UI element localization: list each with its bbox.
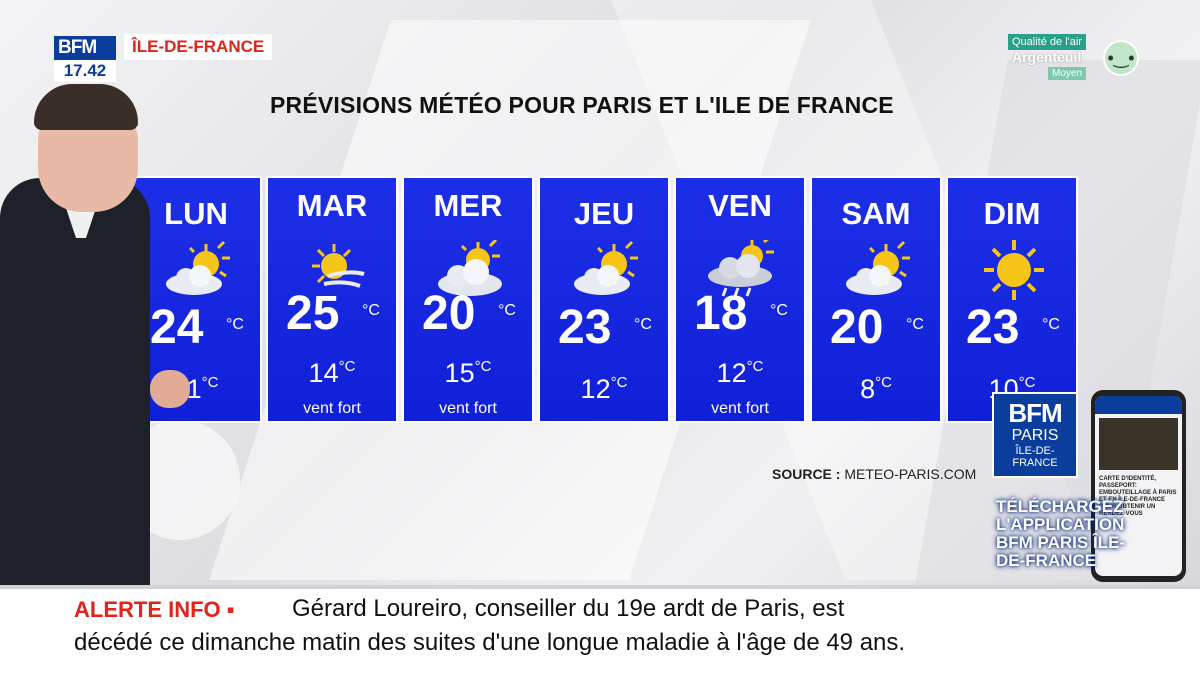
sun-behind-cloud-icon bbox=[574, 240, 638, 295]
app-promo: CARTE D'IDENTITÉ, PASSEPORT: EMBOUTEILLA… bbox=[988, 390, 1188, 585]
neutral-face-icon: •‿• bbox=[1103, 40, 1139, 76]
air-quality-label: Qualité de l'air bbox=[1008, 34, 1086, 50]
temperature-unit: °C bbox=[474, 358, 492, 375]
page-title: PRÉVISIONS MÉTÉO POUR PARIS ET L'ILE DE … bbox=[270, 92, 894, 118]
studio-background: BFM 17.42 ÎLE-DE-FRANCE Qualité de l'air… bbox=[0, 0, 1200, 585]
forecast-note: vent fort bbox=[711, 400, 769, 417]
presenter-suit bbox=[0, 178, 150, 585]
forecast-high: 18 bbox=[694, 287, 748, 340]
sun-icon bbox=[984, 240, 1044, 300]
forecast-card: DIM 23 °C 10°C bbox=[946, 176, 1078, 423]
forecast-low: 12 bbox=[580, 374, 611, 404]
phone-article-text: CARTE D'IDENTITÉ, PASSEPORT: EMBOUTEILLA… bbox=[1099, 476, 1177, 517]
forecast-low: 14 bbox=[308, 358, 339, 388]
cloud-sun-icon bbox=[438, 240, 502, 296]
phone-app-bar bbox=[1095, 396, 1182, 414]
forecast-note: vent fort bbox=[303, 400, 361, 417]
temperature-unit: °C bbox=[610, 374, 628, 391]
region-label: ÎLE-DE-FRANCE bbox=[124, 34, 273, 60]
temperature-unit: °C bbox=[201, 374, 219, 391]
bfm-paris-logo: BFM PARIS ÎLE-DE-FRANCE bbox=[992, 392, 1078, 478]
bfm-paris-logo-text: BFM bbox=[1008, 398, 1062, 428]
channel-logo-text: BFM bbox=[58, 37, 97, 58]
presenter-hand bbox=[150, 370, 190, 408]
alert-label: ALERTE INFO ▪ bbox=[74, 597, 235, 622]
ticker-line-2: décédé ce dimanche matin des suites d'un… bbox=[74, 629, 906, 656]
clock: 17.42 bbox=[54, 60, 116, 82]
temperature-unit: °C bbox=[338, 358, 356, 375]
forecast-high: 20 bbox=[422, 287, 476, 340]
forecast-high: 23 bbox=[558, 301, 612, 354]
rain-cloud-icon bbox=[708, 240, 774, 297]
download-app-text: TÉLÉCHARGEZ L'APPLICATION BFM PARIS ÎLE-… bbox=[996, 497, 1126, 570]
temperature-unit: °C bbox=[770, 302, 788, 319]
forecast-card: MER 20 °C 15°C vent fort bbox=[402, 176, 534, 423]
temperature-unit: °C bbox=[634, 316, 652, 333]
ticker-line-1: Gérard Loureiro, conseiller du 19e ardt … bbox=[292, 595, 845, 622]
channel-logo: BFM 17.42 bbox=[54, 36, 116, 82]
forecast-day: JEU bbox=[573, 196, 635, 231]
forecast-card: SAM 20 °C 8°C bbox=[810, 176, 942, 423]
forecast-card: MAR 25 °C 14°C vent fort bbox=[266, 176, 398, 423]
news-ticker: ALERTE INFO ▪ Gérard Loureiro, conseille… bbox=[0, 585, 1200, 675]
presenter bbox=[0, 80, 200, 585]
sun-wind-icon bbox=[312, 244, 365, 288]
forecast-note: vent fort bbox=[439, 400, 497, 417]
forecast-high: 24 bbox=[150, 301, 204, 354]
forecast-high: 23 bbox=[966, 301, 1020, 354]
forecast-low-wrap: 12°C bbox=[676, 358, 804, 389]
temperature-unit: °C bbox=[1042, 316, 1060, 333]
forecast-low-wrap: 12°C bbox=[540, 374, 668, 405]
forecast-low: 15 bbox=[444, 358, 475, 388]
forecast-day: SAM bbox=[841, 196, 911, 231]
forecast-cards: LUN 24 °C 11°C MAR 25 °C 14°C vent fort bbox=[130, 176, 1080, 423]
forecast-low: 12 bbox=[716, 358, 747, 388]
temperature-unit: °C bbox=[906, 316, 924, 333]
air-quality-level: Moyen bbox=[1048, 67, 1087, 80]
sun-behind-cloud-icon bbox=[166, 240, 230, 295]
source-label: SOURCE : bbox=[772, 466, 841, 482]
forecast-low-wrap: 14°C bbox=[268, 358, 396, 389]
forecast-high: 20 bbox=[830, 301, 884, 354]
forecast-low: 8 bbox=[860, 374, 876, 404]
air-quality-widget: Qualité de l'air Argenteuil Moyen •‿• bbox=[1008, 34, 1143, 84]
bfm-paris-logo-city: PARIS bbox=[1011, 427, 1059, 444]
temperature-unit: °C bbox=[498, 302, 516, 319]
forecast-low-wrap: 15°C bbox=[404, 358, 532, 389]
temperature-unit: °C bbox=[226, 316, 244, 333]
forecast-low-wrap: 8°C bbox=[812, 374, 940, 405]
forecast-card: JEU 23 °C 12°C bbox=[538, 176, 670, 423]
temperature-unit: °C bbox=[362, 302, 380, 319]
forecast-day: LUN bbox=[164, 196, 228, 231]
temperature-unit: °C bbox=[746, 358, 764, 375]
temperature-unit: °C bbox=[1018, 374, 1036, 391]
phone-screen: CARTE D'IDENTITÉ, PASSEPORT: EMBOUTEILLA… bbox=[1095, 396, 1182, 576]
forecast-day: DIM bbox=[983, 196, 1041, 231]
forecast-card: VEN 18 °C 12°C vent fort bbox=[674, 176, 806, 423]
forecast-day: VEN bbox=[708, 188, 772, 223]
forecast-high: 25 bbox=[286, 287, 340, 340]
source-credit: SOURCE : METEO-PARIS.COM bbox=[772, 466, 976, 482]
temperature-unit: °C bbox=[875, 374, 892, 391]
bfm-paris-logo-region: ÎLE-DE-FRANCE bbox=[1012, 445, 1058, 469]
phone-article-image bbox=[1099, 418, 1178, 470]
forecast-day: MER bbox=[433, 188, 503, 223]
source-value: METEO-PARIS.COM bbox=[844, 466, 977, 482]
forecast-day: MAR bbox=[296, 188, 368, 223]
sun-behind-cloud-icon bbox=[846, 240, 910, 295]
air-quality-city: Argenteuil bbox=[1012, 49, 1082, 65]
presenter-hair bbox=[34, 84, 138, 130]
